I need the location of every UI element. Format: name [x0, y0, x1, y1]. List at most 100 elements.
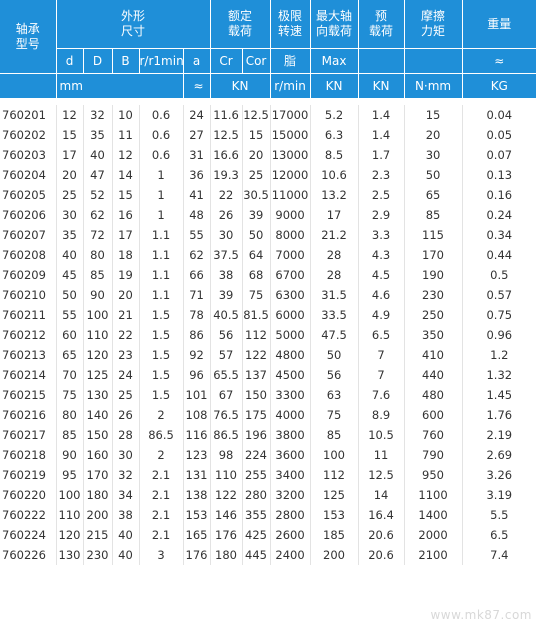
cell-speed: 5000	[270, 325, 311, 345]
cell-D: 100	[83, 305, 113, 325]
cell-model: 760216	[0, 405, 57, 425]
cell-cr: 98	[210, 445, 243, 465]
cell-weight: 7.4	[490, 548, 509, 562]
cell-friction: 1400	[404, 505, 463, 525]
cell-D: 230	[83, 545, 113, 565]
cell-r: 2.1	[139, 505, 184, 525]
cell-cor: 25	[242, 165, 271, 185]
cell-max-axial: 125	[310, 485, 359, 505]
cell-preload: 3.3	[358, 225, 405, 245]
cell-model: 760208	[0, 245, 57, 265]
header-max-axial-load: 最大轴 向载荷	[310, 0, 359, 49]
cell-preload: 1.4	[358, 105, 405, 125]
cell-D: 125	[83, 365, 113, 385]
table-row: 760224 120 215 40 2.1 165 176 425 2600 185 20.6 200…	[0, 525, 536, 545]
table-row: 760222 110 200 38 2.1 153 146 355 2800 153 16.4 140…	[0, 505, 536, 525]
cell-r: 1.1	[139, 225, 184, 245]
cell-r: 1.5	[139, 345, 184, 365]
cell-r: 1.5	[139, 365, 184, 385]
cell-a: 66	[183, 265, 211, 285]
cell-d: 130	[56, 545, 84, 565]
table-row: 760226 130 230 40 3 176 180 445 2400 200 20.6 2100 7…	[0, 545, 536, 565]
cell-D: 80	[83, 245, 113, 265]
cell-speed: 2800	[270, 505, 311, 525]
cell-max-axial: 85	[310, 425, 359, 445]
cell-r: 1.5	[139, 325, 184, 345]
cell-preload: 4.9	[358, 305, 405, 325]
cell-speed: 3300	[270, 385, 311, 405]
cell-cor: 15	[242, 125, 271, 145]
cell-friction: 1100	[404, 485, 463, 505]
cell-D: 47	[83, 165, 113, 185]
cell-a: 27	[183, 125, 211, 145]
cell-B: 19	[112, 265, 140, 285]
cell-model: 760207	[0, 225, 57, 245]
cell-cr: 57	[210, 345, 243, 365]
cell-preload: 7	[358, 345, 405, 365]
cell-cor: 425	[242, 525, 271, 545]
cell-r: 3	[139, 545, 184, 565]
cell-r: 1	[139, 185, 184, 205]
cell-B: 18	[112, 245, 140, 265]
subheader-a: a	[183, 48, 211, 74]
cell-speed: 15000	[270, 125, 311, 145]
cell-d: 90	[56, 445, 84, 465]
cell-friction: 2000	[404, 525, 463, 545]
cell-preload: 12.5	[358, 465, 405, 485]
cell-d: 80	[56, 405, 84, 425]
cell-preload: 7.6	[358, 385, 405, 405]
cell-r: 0.6	[139, 125, 184, 145]
cell-B: 17	[112, 225, 140, 245]
cell-cr: 86.5	[210, 425, 243, 445]
subheader-cor: Cor	[242, 48, 271, 74]
cell-model: 760222	[0, 505, 57, 525]
cell-d: 75	[56, 385, 84, 405]
cell-d: 95	[56, 465, 84, 485]
cell-model: 760226	[0, 545, 57, 565]
cell-max-axial: 200	[310, 545, 359, 565]
cell-speed: 2600	[270, 525, 311, 545]
cell-cor: 175	[242, 405, 271, 425]
cell-speed: 13000	[270, 145, 311, 165]
cell-B: 22	[112, 325, 140, 345]
cell-max-axial: 185	[310, 525, 359, 545]
header-rated-load: 额定 载荷	[210, 0, 271, 49]
cell-a: 176	[183, 545, 211, 565]
cell-B: 32	[112, 465, 140, 485]
cell-r: 1.1	[139, 285, 184, 305]
cell-D: 170	[83, 465, 113, 485]
cell-cor: 150	[242, 385, 271, 405]
cell-friction: 410	[404, 345, 463, 365]
cell-d: 12	[56, 105, 84, 125]
subheader-B: B	[112, 48, 140, 74]
cell-model: 760202	[0, 125, 57, 145]
cell-model: 760220	[0, 485, 57, 505]
cell-weight: 3.19	[462, 485, 536, 505]
cell-friction: 440	[404, 365, 463, 385]
cell-model: 760210	[0, 285, 57, 305]
unit-kn-axial: KN	[310, 73, 359, 99]
table-row: 760213 65 120 23 1.5 92 57 122 4800 50 7 410 1.2	[0, 345, 536, 365]
cell-cr: 19.3	[210, 165, 243, 185]
cell-a: 71	[183, 285, 211, 305]
cell-D: 110	[83, 325, 113, 345]
cell-cr: 56	[210, 325, 243, 345]
cell-B: 20	[112, 285, 140, 305]
cell-weight: 6.5	[462, 525, 536, 545]
cell-D: 215	[83, 525, 113, 545]
cell-d: 40	[56, 245, 84, 265]
cell-max-axial: 63	[310, 385, 359, 405]
unit-empty	[0, 73, 57, 99]
cell-friction: 790	[404, 445, 463, 465]
cell-d: 15	[56, 125, 84, 145]
cell-r: 2.1	[139, 465, 184, 485]
cell-d: 25	[56, 185, 84, 205]
cell-cor: 12.5	[242, 105, 271, 125]
cell-model: 760203	[0, 145, 57, 165]
table-row: 760219 95 170 32 2.1 131 110 255 3400 112 12.5 950 3…	[0, 465, 536, 485]
cell-weight: 0.16	[486, 188, 513, 202]
cell-d: 35	[56, 225, 84, 245]
cell-B: 26	[112, 405, 140, 425]
table-row: 760220 100 180 34 2.1 138 122 280 3200 125 14 1100 3…	[0, 485, 536, 505]
cell-cor: 224	[242, 445, 271, 465]
